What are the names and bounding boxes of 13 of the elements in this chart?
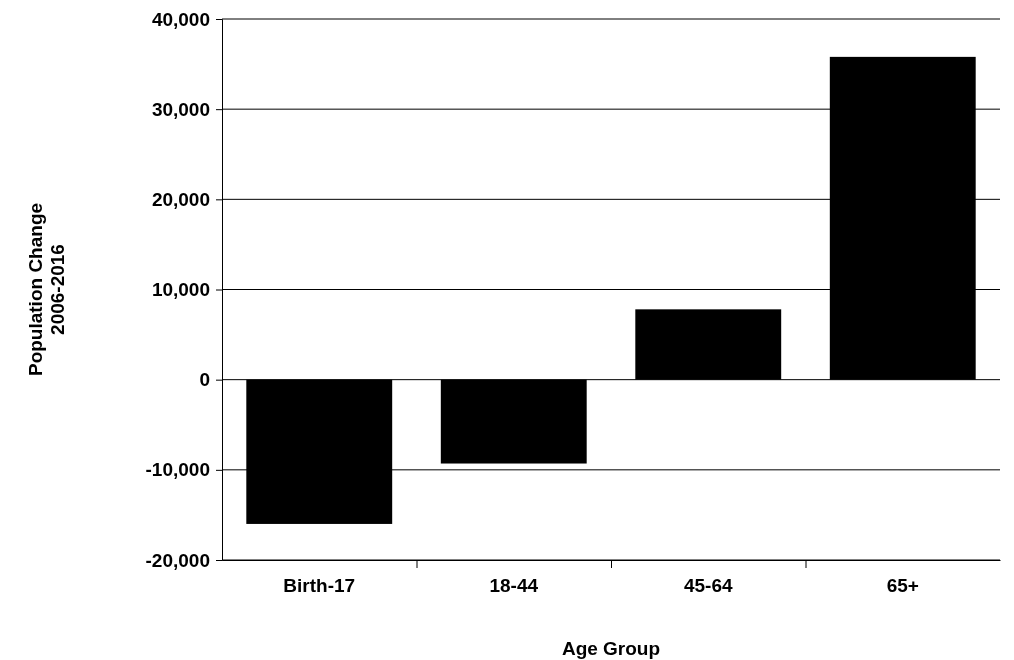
x-tick-label: Birth-17 (283, 575, 356, 596)
y-tick-label: 10,000 (151, 279, 210, 301)
y-tick-label: 30,000 (151, 98, 210, 120)
y-axis-title: Population Change 2006-2016 (25, 202, 68, 377)
y-tick-label: 40,000 (151, 8, 210, 30)
x-axis-title: Age Group (561, 638, 661, 659)
x-tick-label: 45-64 (683, 575, 733, 596)
y-tick-label: -20,000 (145, 549, 210, 571)
x-tick-label: 18-44 (489, 575, 539, 596)
y-tick-label: 20,000 (151, 188, 210, 210)
y-tick-label: 0 (199, 369, 210, 391)
y-tick-label: -10,000 (145, 459, 210, 481)
x-tick-label: 65+ (886, 575, 919, 596)
